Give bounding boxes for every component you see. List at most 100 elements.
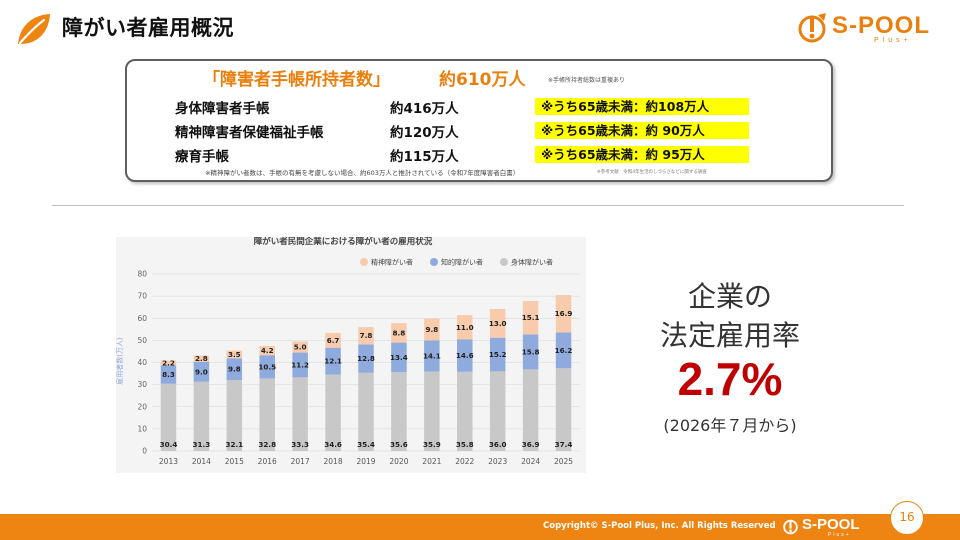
chart-data-label: 8.3 <box>162 370 175 379</box>
handbook-row-value: 約120万人 <box>390 125 459 141</box>
chart-bar-segment <box>424 318 440 341</box>
statutory-rate-value: 2.7% <box>677 353 783 405</box>
chart-y-axis-label: 雇用者数(万人) <box>116 337 124 385</box>
chart-data-label: 8.8 <box>393 328 406 337</box>
handbook-footnote: ※精神障がい者数は、手帳の有無を考慮しない場合、約603万人と推計されている（令… <box>205 169 520 177</box>
chart-legend: 精神障がい者 知的障がい者 身体障がい者 <box>360 258 553 267</box>
copyright-text: Copyright© S-Pool Plus, Inc. All Rights … <box>543 521 776 531</box>
y-tick-label: 30 <box>137 380 147 389</box>
chart-bar-segment <box>489 371 506 451</box>
chart-data-label: 4.2 <box>261 346 274 355</box>
chart-title: 障がい者民間企業における障がい者の雇用状況 <box>254 237 433 247</box>
chart-bar-segment <box>259 378 275 451</box>
chart-bar-segment <box>391 372 407 451</box>
page-title: 障がい者雇用概況 <box>62 16 234 40</box>
employment-chart: 障がい者民間企業における障がい者の雇用状況 精神障がい者 知的障がい者 身体障がい者… <box>116 237 586 473</box>
employment-chart-svg: 障がい者民間企業における障がい者の雇用状況 精神障がい者 知的障がい者 身体障がい者… <box>116 237 580 466</box>
chart-x-ticks: 2013 2014 2015 2016 2017 2018 2019 2020 2021 2022… <box>159 457 573 466</box>
chart-bar-segment <box>424 371 440 451</box>
x-tick-label: 2020 <box>389 457 408 466</box>
footer-bar <box>0 514 960 540</box>
footer-logo-subtitle: Plus+ <box>828 532 851 538</box>
chart-bar-segment <box>522 300 539 335</box>
chart-bar-segment <box>555 368 572 451</box>
chart-bar-segment <box>457 371 473 451</box>
chart-data-label: 6.7 <box>327 336 340 345</box>
handbook-row-physical: 身体障害者手帳 約416万人 ※うち65歳未満：約108万人 <box>175 97 775 117</box>
chart-data-label: 37.4 <box>555 440 573 449</box>
chart-data-label: 35.4 <box>357 440 375 449</box>
chart-data-label: 32.1 <box>225 440 243 449</box>
chart-bar-segment <box>457 339 473 372</box>
section-divider <box>52 205 904 206</box>
chart-data-label: 12.8 <box>357 354 375 363</box>
chart-bar-segment <box>325 347 341 375</box>
chart-bar-segment <box>489 337 506 372</box>
handbook-row-value: 約115万人 <box>390 149 459 165</box>
chart-bars: 30.4 8.3 2.2 31.3 9.0 2.8 32.1 9.8 3.5 32.8 10.5 4.… <box>160 295 573 451</box>
y-tick-label: 20 <box>137 402 147 411</box>
logo-mark-icon <box>798 13 826 43</box>
handbook-summary-box: 「障害者手帳所持者数」 約610万人 ※手帳所持者総数は重複あり 身体障害者手帳… <box>125 59 833 182</box>
chart-bar-segment <box>391 342 407 373</box>
chart-bar-segment <box>325 374 341 451</box>
chart-bar-segment <box>292 377 308 451</box>
chart-bar-segment <box>193 355 210 362</box>
legend-label: 精神障がい者 <box>371 258 413 267</box>
x-tick-label: 2014 <box>192 457 211 466</box>
chart-bar-segment <box>555 295 572 333</box>
legend-swatch <box>500 258 508 266</box>
chart-bar-segment <box>292 352 308 378</box>
chart-data-label: 9.0 <box>195 367 208 376</box>
chart-bar-segment <box>358 344 374 373</box>
chart-data-label: 16.2 <box>555 346 573 355</box>
chart-data-label: 13.4 <box>390 353 408 362</box>
chart-bar-segment <box>555 332 572 369</box>
handbook-row-highlight: ※うち65歳未満：約 90万人 <box>535 122 749 139</box>
chart-data-label: 9.8 <box>228 365 241 374</box>
chart-data-label: 9.8 <box>425 325 438 334</box>
chart-data-label: 15.8 <box>522 347 540 356</box>
chart-bar-segment <box>457 315 473 340</box>
chart-bar-segment <box>424 340 440 372</box>
chart-data-label: 35.9 <box>423 440 441 449</box>
chart-data-label: 13.0 <box>489 319 507 328</box>
chart-bar-segment <box>226 358 243 380</box>
chart-bar-segment <box>160 360 177 366</box>
x-tick-label: 2018 <box>324 457 343 466</box>
chart-bar-segment <box>522 369 539 451</box>
rate-heading-line2: 法定雇用率 <box>659 319 800 352</box>
handbook-row-highlight: ※うち65歳未満：約108万人 <box>535 98 749 115</box>
leaf-icon <box>18 14 50 45</box>
chart-data-label: 30.4 <box>160 440 178 449</box>
chart-bar-segment <box>292 341 308 353</box>
chart-bar-segment <box>160 365 177 384</box>
chart-data-label: 11.2 <box>291 360 309 369</box>
page-number: 16 <box>890 501 924 535</box>
chart-data-label: 36.9 <box>522 440 540 449</box>
chart-data-label: 12.1 <box>324 357 342 366</box>
chart-bar-segment <box>226 350 243 359</box>
chart-bar-segment <box>259 355 275 379</box>
y-tick-label: 60 <box>137 314 147 323</box>
chart-bar-segment <box>259 345 275 356</box>
x-tick-label: 2023 <box>488 457 507 466</box>
logo-mark-icon <box>783 519 798 535</box>
x-tick-label: 2025 <box>554 457 573 466</box>
x-tick-label: 2016 <box>258 457 277 466</box>
chart-data-label: 35.8 <box>456 440 474 449</box>
logo-name: S-POOL <box>832 12 931 39</box>
chart-data-label: 34.6 <box>324 440 342 449</box>
footer-logo: S-POOL Plus+ <box>780 516 870 538</box>
footer-logo-name: S-POOL <box>802 516 860 533</box>
chart-data-label: 33.3 <box>291 440 309 449</box>
handbook-total: 約610万人 <box>439 70 526 90</box>
y-tick-label: 70 <box>137 292 147 301</box>
chart-data-label: 31.3 <box>193 440 211 449</box>
chart-bar-segment <box>226 379 243 451</box>
chart-bar-segment <box>522 334 539 370</box>
chart-data-label: 14.6 <box>456 351 474 360</box>
x-tick-label: 2024 <box>521 457 540 466</box>
chart-data-label: 7.8 <box>360 331 373 340</box>
chart-bar-segment <box>489 308 506 338</box>
